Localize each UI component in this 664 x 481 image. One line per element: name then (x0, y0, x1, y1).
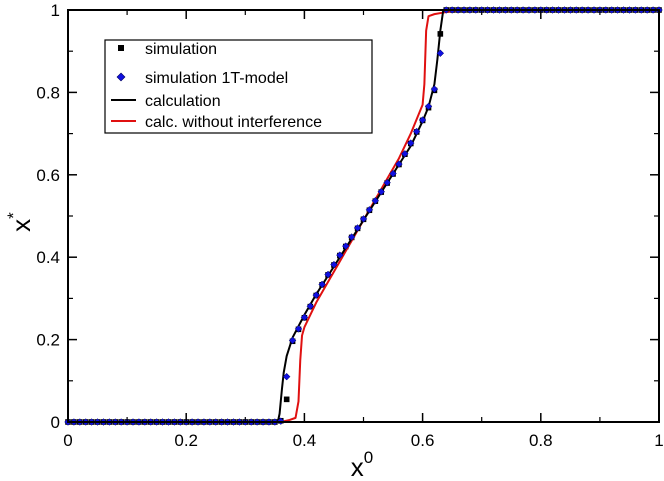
simulation-1t-point (306, 302, 315, 310)
simulation-1t-point (282, 372, 291, 381)
legend-label-calc-without-interference: calc. without interference (145, 114, 322, 131)
ticks-layer (67, 9, 660, 423)
x-tick-label: 0.2 (174, 431, 198, 450)
simulation-1t-point (365, 206, 374, 214)
legend-marker-simulation-1t (116, 72, 126, 82)
simulation-1t-point (371, 197, 380, 205)
y-axis-label: x* (4, 212, 36, 232)
simulation-point (283, 396, 290, 403)
simulation-1t-point (383, 178, 391, 187)
x-axis-label-base: x (351, 452, 364, 481)
simulation-1t-point (353, 224, 362, 232)
simulation-1t-point (418, 116, 427, 124)
x-axis-label: x0 (351, 448, 373, 481)
simulation-1t-point (342, 242, 350, 250)
x-tick-label: 0.6 (411, 431, 435, 450)
simulation-1t-point (389, 169, 397, 178)
simulation-1t-point (330, 260, 338, 269)
x-tick-label: 0.4 (293, 431, 317, 450)
y-tick-label: 0 (51, 413, 60, 432)
x-tick-label: 0.8 (529, 431, 553, 450)
y-axis-label-base: x (6, 219, 36, 232)
simulation-1t-point (401, 150, 409, 158)
y-tick-label: 0.4 (36, 248, 60, 267)
y-axis-label-sup: * (4, 212, 23, 219)
legend-box (104, 39, 373, 134)
simulation-1t-point (318, 280, 326, 289)
x-tick-label: 0 (63, 431, 72, 450)
simulation-1t-point (336, 251, 344, 259)
y-tick-label: 0.6 (36, 166, 60, 185)
x-tick-label: 1 (654, 431, 663, 450)
simulation-1t-point (294, 325, 303, 333)
simulation-1t-point (395, 160, 403, 168)
legend: simulation simulation 1T-model calculati… (104, 39, 373, 134)
simulation-1t-point (324, 270, 332, 279)
simulation-1t-point (424, 102, 433, 111)
x-axis-label-sup: 0 (364, 448, 373, 467)
legend-label-simulation-1t: simulation 1T-model (145, 70, 288, 87)
simulation-1t-point (300, 313, 309, 322)
simulation-1t-point (312, 291, 320, 299)
tick-label-layer: 0 0.2 0.4 0.6 0.8 1 0 0.2 0.4 0.6 0.8 1 (36, 1, 663, 450)
simulation-1t-point (359, 215, 368, 223)
simulation-1t-point (430, 85, 439, 93)
y-tick-label: 0.8 (36, 83, 60, 102)
simulation-1t-point (288, 336, 297, 345)
legend-marker-simulation (118, 45, 124, 51)
y-tick-label: 1 (51, 1, 60, 20)
simulation-1t-point (436, 49, 445, 58)
simulation-1t-point (412, 127, 421, 136)
simulation-1t-point (407, 139, 415, 147)
y-tick-label: 0.2 (36, 331, 60, 350)
simulation-1t-point (347, 233, 356, 241)
simulation-1t-point (377, 187, 385, 196)
legend-label-simulation: simulation (145, 41, 217, 58)
legend-label-calculation: calculation (145, 93, 221, 110)
